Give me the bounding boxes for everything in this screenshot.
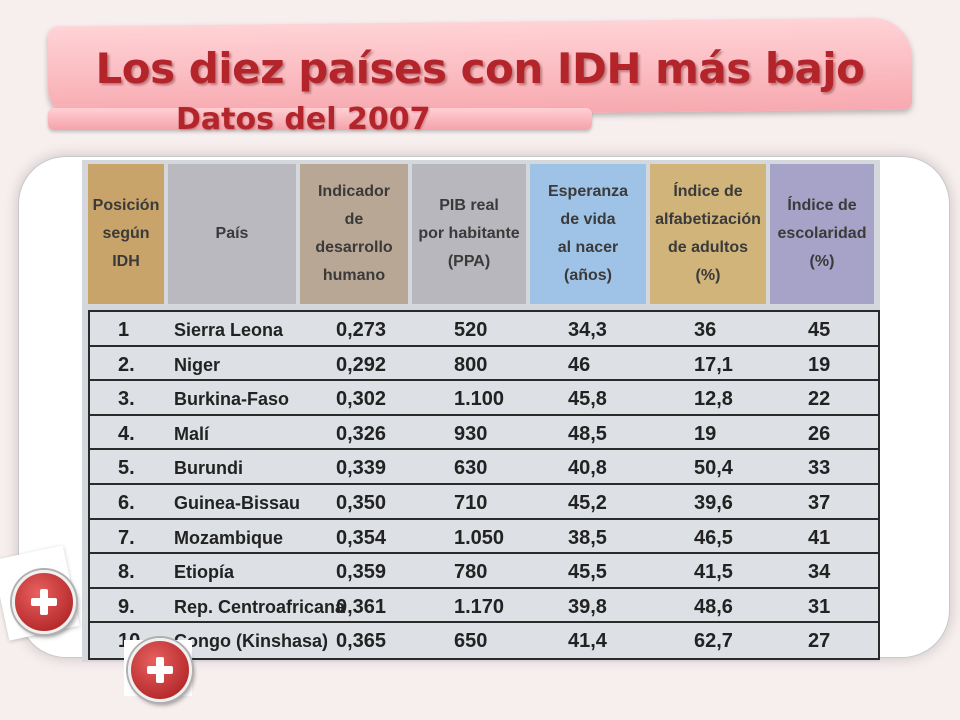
cell-gdp: 780 [454, 561, 488, 584]
header-position: Posición según IDH [88, 164, 164, 304]
cell-position: 3. [118, 388, 135, 411]
cell-literacy: 19 [694, 422, 717, 445]
cell-gdp: 800 [454, 353, 488, 376]
header-country: País [168, 164, 296, 304]
header-hdi: Indicador de desarrollo humano [300, 164, 408, 304]
cell-gdp: 930 [454, 422, 488, 445]
cell-life-expectancy: 45,2 [568, 492, 607, 514]
cell-literacy: 12,8 [694, 388, 733, 411]
cell-position: 7. [118, 526, 135, 549]
cell-schooling: 37 [808, 492, 831, 514]
cell-schooling: 45 [808, 319, 831, 341]
cell-schooling: 34 [808, 561, 831, 584]
cell-life-expectancy: 40,8 [568, 457, 607, 480]
cell-position: 1 [118, 319, 130, 341]
cell-schooling: 22 [808, 388, 831, 411]
cell-schooling: 31 [808, 595, 831, 618]
cell-hdi: 0,339 [336, 457, 387, 480]
cell-country: Congo (Kinshasa) [174, 631, 329, 652]
cell-gdp: 1.050 [454, 526, 505, 549]
table-row: 2. Niger 0,292 800 46 17,1 19 [90, 347, 878, 382]
table-row: 4. Malí 0,326 930 48,5 19 26 [90, 416, 878, 451]
cell-hdi: 0,302 [336, 388, 387, 411]
cell-gdp: 520 [454, 319, 488, 341]
subtitle-banner [48, 108, 592, 130]
cell-position: 4. [118, 422, 135, 445]
table-row: 1 Sierra Leona 0,273 520 34,3 36 45 [90, 312, 878, 347]
cell-country: Niger [174, 354, 221, 375]
cell-country: Burkina-Faso [174, 389, 290, 410]
cell-life-expectancy: 34,3 [568, 319, 607, 341]
cell-life-expectancy: 45,5 [568, 561, 607, 584]
cell-position: 6. [118, 492, 135, 514]
cell-life-expectancy: 41,4 [568, 630, 607, 653]
table-row: 7. Mozambique 0,354 1.050 38,5 46,5 41 [90, 520, 878, 555]
cell-schooling: 19 [808, 353, 831, 376]
cell-gdp: 1.170 [454, 595, 505, 618]
cell-gdp: 650 [454, 630, 488, 653]
header-life-expectancy: Esperanza de vida al nacer (años) [530, 164, 646, 304]
table-row: 8. Etiopía 0,359 780 45,5 41,5 34 [90, 554, 878, 589]
cell-position: 2. [118, 353, 135, 376]
plus-circle-icon[interactable] [12, 570, 76, 634]
table-row: 5. Burundi 0,339 630 40,8 50,4 33 [90, 450, 878, 485]
cell-literacy: 39,6 [694, 492, 733, 514]
cell-literacy: 48,6 [694, 595, 733, 618]
cell-country: Guinea-Bissau [174, 493, 301, 513]
cell-schooling: 41 [808, 526, 831, 549]
cell-hdi: 0,350 [336, 492, 387, 514]
cell-hdi: 0,354 [336, 526, 387, 549]
cell-gdp: 630 [454, 457, 488, 480]
page-subtitle: Datos del 2007 [176, 102, 431, 137]
header-literacy: Índice de alfabetización de adultos (%) [650, 164, 766, 304]
header-gdp: PIB real por habitante (PPA) [412, 164, 526, 304]
cell-position: 5. [118, 457, 135, 480]
cell-country: Malí [174, 423, 210, 444]
cell-schooling: 27 [808, 630, 831, 653]
cell-position: 9. [118, 595, 135, 618]
cell-hdi: 0,361 [336, 595, 387, 618]
cell-life-expectancy: 38,5 [568, 526, 607, 549]
header-schooling: Índice de escolaridad (%) [770, 164, 874, 304]
table-row: 9. Rep. Centroafricana 0,361 1.170 39,8 48,6 3… [90, 589, 878, 624]
cell-hdi: 0,365 [336, 630, 387, 653]
cell-country: Burundi [174, 458, 243, 479]
cell-hdi: 0,292 [336, 353, 387, 376]
cell-schooling: 26 [808, 422, 831, 445]
cell-hdi: 0,273 [336, 319, 387, 341]
cell-life-expectancy: 39,8 [568, 595, 607, 618]
cell-life-expectancy: 48,5 [568, 422, 607, 445]
cell-hdi: 0,326 [336, 422, 387, 445]
cell-literacy: 36 [694, 319, 717, 341]
cell-position: 8. [118, 561, 135, 584]
table-row: 3. Burkina-Faso 0,302 1.100 45,8 12,8 22 [90, 381, 878, 416]
cell-gdp: 710 [454, 492, 488, 514]
cell-schooling: 33 [808, 457, 831, 480]
table-body: 1 Sierra Leona 0,273 520 34,3 36 45 2. Niger 0,29… [88, 310, 880, 660]
data-table: Posición según IDH País Indicador de desar… [82, 160, 880, 662]
cell-literacy: 17,1 [694, 353, 733, 376]
cell-literacy: 41,5 [694, 561, 733, 584]
cell-life-expectancy: 46 [568, 353, 591, 376]
cell-gdp: 1.100 [454, 388, 505, 411]
cell-country: Etiopía [174, 562, 235, 583]
plus-circle-icon[interactable] [128, 638, 192, 702]
cell-literacy: 62,7 [694, 630, 733, 653]
cell-country: Mozambique [174, 527, 284, 548]
cell-country: Sierra Leona [174, 320, 284, 340]
cell-country: Rep. Centroafricana [174, 596, 346, 617]
cell-hdi: 0,359 [336, 561, 387, 584]
page-title: Los diez países con IDH más bajo [95, 44, 865, 93]
cell-literacy: 46,5 [694, 526, 733, 549]
table-row: 6. Guinea-Bissau 0,350 710 45,2 39,6 37 [90, 485, 878, 520]
cell-life-expectancy: 45,8 [568, 388, 607, 411]
cell-literacy: 50,4 [694, 457, 733, 480]
